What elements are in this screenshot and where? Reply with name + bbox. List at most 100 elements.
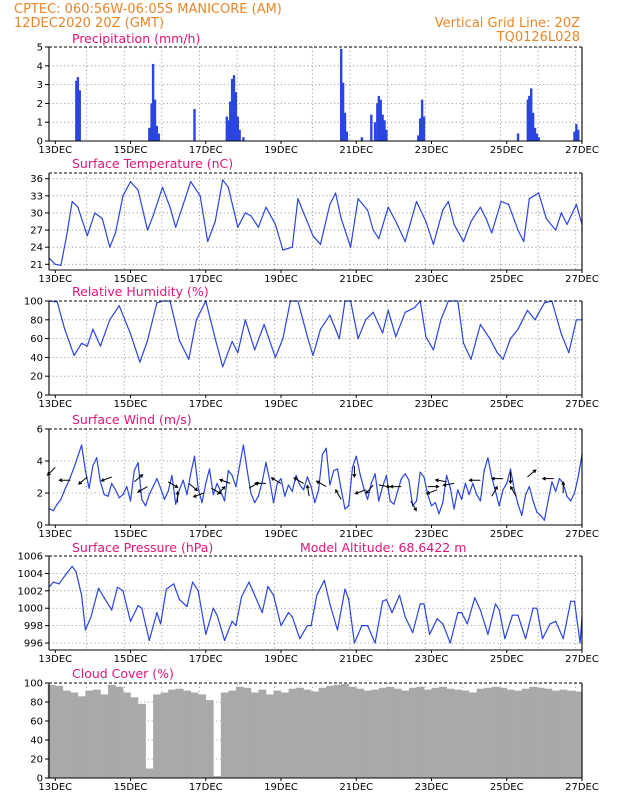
humid-xtick-label-1: 15DEC xyxy=(114,399,148,410)
press-point-70 xyxy=(479,609,482,611)
humid-point-16 xyxy=(178,339,181,342)
humid-xtick-label-3: 19DEC xyxy=(264,399,298,410)
precip-xtick-label-6: 25DEC xyxy=(490,145,524,156)
temp-xtick-label-0: 13DEC xyxy=(38,274,72,285)
temp-title: Surface Temperature (nC) xyxy=(72,156,233,171)
humid-point-10 xyxy=(129,333,132,335)
wind-xtick-label-5: 23DEC xyxy=(415,529,449,540)
wind-point-2 xyxy=(56,503,58,505)
press-point-66 xyxy=(457,611,459,614)
cloud-bar-40 xyxy=(348,686,357,778)
temp-point-13 xyxy=(137,189,139,191)
press-point-83 xyxy=(562,638,564,640)
wind-point-73 xyxy=(325,447,327,449)
temp-point-33 xyxy=(291,246,293,248)
cloud-ytick-label-5: 100 xyxy=(24,679,43,690)
wind-arrow-16 xyxy=(293,477,304,484)
temp-point-65 xyxy=(528,198,530,200)
wind-point-61 xyxy=(280,478,282,480)
wind-point-19 xyxy=(122,494,124,496)
wind-arrow-31 xyxy=(491,485,498,497)
press-point-28 xyxy=(216,614,218,616)
press-point-75 xyxy=(511,614,513,616)
temp-point-40 xyxy=(340,218,342,220)
temp-point-32 xyxy=(282,249,284,251)
humid-point-31 xyxy=(306,336,308,338)
wind-point-137 xyxy=(566,495,568,497)
wind-ytick-label-3: 6 xyxy=(37,425,43,436)
humid-point-51 xyxy=(457,300,459,302)
press-point-3 xyxy=(65,572,68,575)
press-point-56 xyxy=(391,611,393,614)
wind-point-102 xyxy=(434,502,436,504)
wind-arrow-33 xyxy=(508,472,513,485)
wind-point-70 xyxy=(314,502,316,504)
temp-ytick-label-0: 21 xyxy=(30,260,43,271)
wind-arrow-17 xyxy=(305,484,310,497)
press-point-84 xyxy=(570,600,572,602)
temp-point-62 xyxy=(508,203,510,205)
temp-xtick-label-7: 27DEC xyxy=(565,274,599,285)
wind-arrow-21 xyxy=(354,489,366,495)
precip-bar-1 xyxy=(76,77,80,141)
press-ytick-label-2: 1000 xyxy=(18,604,43,615)
precip-bar-3 xyxy=(148,127,151,141)
press-point-16 xyxy=(141,607,143,609)
press-point-78 xyxy=(532,607,534,609)
wind-point-3 xyxy=(60,498,62,500)
cloud-bar-58 xyxy=(484,687,493,778)
humid-ytick-label-3: 60 xyxy=(30,334,43,345)
wind-point-20 xyxy=(126,486,128,488)
press-ytick-label-3: 1002 xyxy=(18,586,43,597)
wind-ytick-label-1: 2 xyxy=(37,489,43,500)
wind-point-97 xyxy=(415,500,418,502)
precip-bar-16 xyxy=(236,116,239,141)
wind-point-129 xyxy=(536,511,538,513)
wind-point-32 xyxy=(171,474,173,476)
wind-arrow-11 xyxy=(216,486,226,495)
wind-point-39 xyxy=(197,487,199,489)
wind-point-50 xyxy=(239,465,241,467)
temp-xtick-label-5: 23DEC xyxy=(415,274,449,285)
wind-point-140 xyxy=(577,476,579,478)
precip-bar-34 xyxy=(420,99,424,141)
temp-point-53 xyxy=(442,209,444,211)
press-point-71 xyxy=(487,633,489,635)
cloud-bar-67 xyxy=(551,690,560,778)
wind-point-86 xyxy=(374,473,376,475)
press-point-7 xyxy=(84,629,86,631)
press-point-72 xyxy=(494,603,497,605)
cloud-bar-24 xyxy=(228,690,237,778)
humid-xtick-label-5: 23DEC xyxy=(415,399,449,410)
wind-point-116 xyxy=(487,457,489,459)
precip-xtick-label-4: 21DEC xyxy=(339,145,373,156)
precip-bar-9 xyxy=(193,109,196,141)
humid-point-6 xyxy=(92,328,94,330)
press-point-6 xyxy=(81,594,83,596)
wind-point-99 xyxy=(423,476,425,478)
wind-point-81 xyxy=(355,455,357,457)
cloud-bar-12 xyxy=(138,703,146,778)
humid-point-58 xyxy=(509,338,512,340)
precip-bar-14 xyxy=(232,75,236,141)
temp-point-49 xyxy=(410,220,412,223)
wind-point-92 xyxy=(397,490,399,492)
cloud-bar-59 xyxy=(491,686,500,778)
wind-point-132 xyxy=(547,500,549,502)
wind-point-57 xyxy=(265,462,267,464)
temp-point-4 xyxy=(71,200,73,203)
humid-point-57 xyxy=(502,358,504,360)
temp-point-17 xyxy=(169,206,171,208)
cloud-bar-65 xyxy=(536,687,545,778)
precip-bar-8 xyxy=(157,133,160,141)
temp-xtick-label-1: 15DEC xyxy=(114,274,148,285)
temp-point-26 xyxy=(237,226,239,228)
humid-point-60 xyxy=(526,309,529,311)
wind-arrow-36 xyxy=(541,476,554,481)
temp-line xyxy=(49,179,583,266)
wind-point-111 xyxy=(468,494,470,496)
temp-point-61 xyxy=(500,200,502,203)
cloud-bar-33 xyxy=(296,687,304,778)
wind-point-27 xyxy=(152,486,154,488)
wind-title: Surface Wind (m/s) xyxy=(72,412,192,427)
